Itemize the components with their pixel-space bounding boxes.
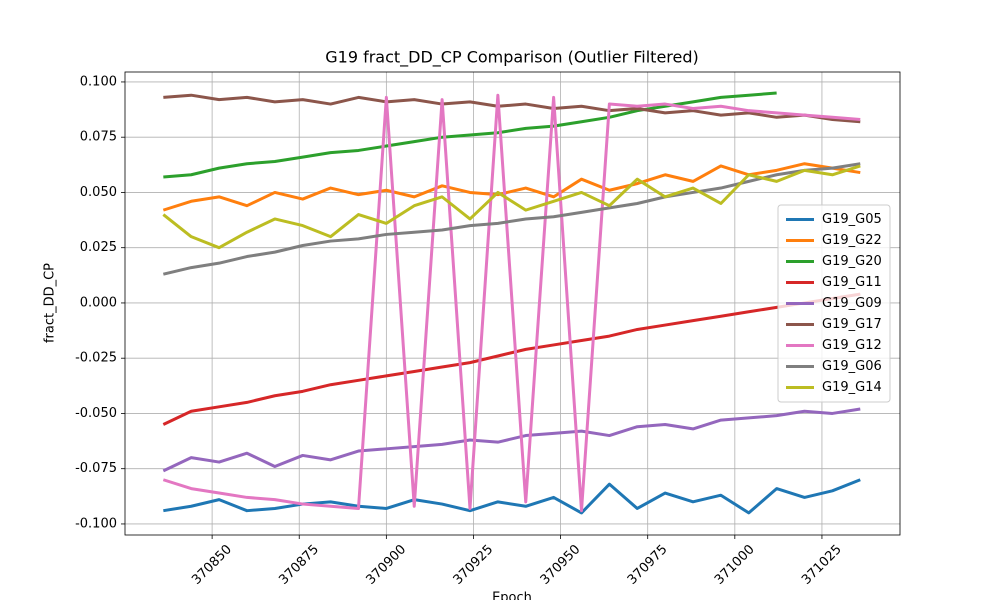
plot-frame bbox=[124, 71, 901, 536]
y-tick-label: 0.000 bbox=[80, 295, 117, 310]
y-tick-label: 0.100 bbox=[80, 74, 117, 89]
series-line bbox=[162, 164, 861, 250]
legend-label: G19_G06 bbox=[822, 359, 882, 374]
series-line bbox=[162, 93, 861, 513]
y-tick-label: -0.075 bbox=[75, 461, 117, 476]
series-line bbox=[162, 162, 861, 276]
series-line bbox=[163, 91, 777, 179]
legend-label: G19_G09 bbox=[822, 296, 882, 311]
y-tick-label: 0.075 bbox=[80, 130, 117, 145]
x-tick-label: 370900 bbox=[363, 542, 409, 588]
legend-label: G19_G14 bbox=[822, 380, 882, 395]
series-line bbox=[162, 292, 861, 426]
y-tick-label: -0.025 bbox=[75, 351, 117, 366]
series-line bbox=[162, 162, 861, 212]
y-axis-label: fract_DD_CP bbox=[43, 263, 58, 343]
legend-label: G19_G05 bbox=[822, 212, 882, 227]
series-line bbox=[163, 478, 861, 515]
y-tick-label: -0.100 bbox=[75, 516, 117, 531]
chart-title: G19 fract_DD_CP Comparison (Outlier Filt… bbox=[325, 48, 699, 68]
x-tick-label: 370975 bbox=[625, 542, 671, 588]
x-tick-label: 371000 bbox=[712, 542, 758, 588]
series-line bbox=[162, 407, 861, 473]
legend-box bbox=[777, 204, 891, 403]
y-tick-label: 0.025 bbox=[80, 240, 117, 255]
legend-label: G19_G11 bbox=[822, 275, 882, 290]
x-tick-label: 370875 bbox=[276, 542, 322, 588]
y-tick-label: -0.050 bbox=[75, 406, 117, 421]
legend-label: G19_G22 bbox=[822, 233, 882, 248]
x-tick-label: 370925 bbox=[451, 542, 497, 588]
legend-label: G19_G17 bbox=[822, 317, 882, 332]
legend-label: G19_G12 bbox=[822, 338, 882, 353]
legend-label: G19_G20 bbox=[822, 254, 882, 269]
x-axis-label: Epoch bbox=[492, 591, 532, 600]
y-tick-label: 0.050 bbox=[80, 185, 117, 200]
x-tick-label: 370850 bbox=[189, 542, 235, 588]
x-tick-label: 371025 bbox=[799, 542, 845, 588]
series-line bbox=[163, 93, 861, 124]
x-tick-label: 370950 bbox=[538, 542, 584, 588]
